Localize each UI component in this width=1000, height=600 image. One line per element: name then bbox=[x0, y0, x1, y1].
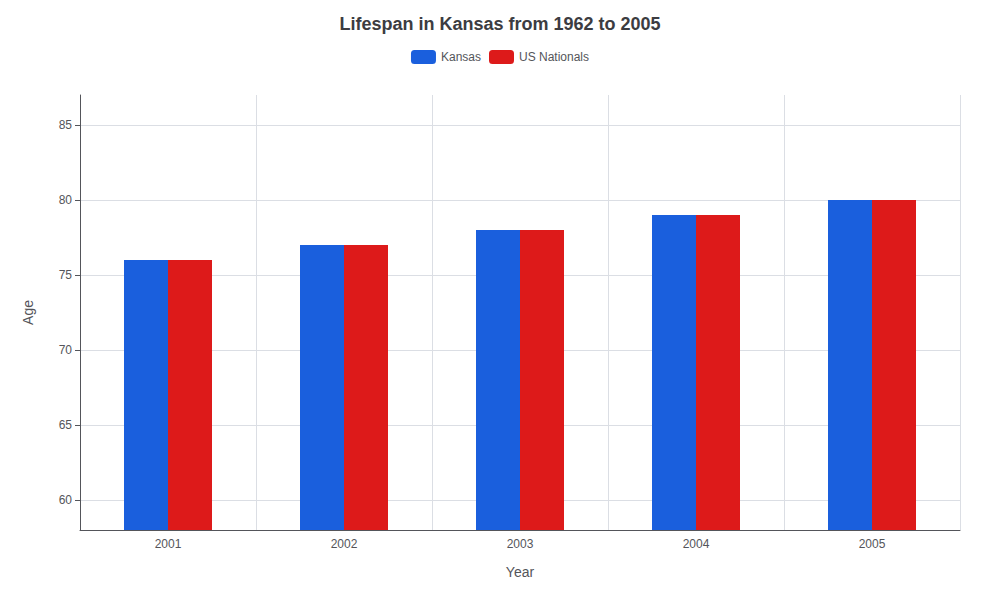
svg-text:70: 70 bbox=[59, 343, 73, 357]
svg-text:85: 85 bbox=[59, 118, 73, 132]
svg-text:Kansas: Kansas bbox=[441, 50, 481, 64]
svg-text:Age: Age bbox=[20, 300, 36, 325]
svg-text:2002: 2002 bbox=[331, 537, 358, 551]
svg-text:65: 65 bbox=[59, 418, 73, 432]
svg-text:Lifespan in Kansas from 1962 t: Lifespan in Kansas from 1962 to 2005 bbox=[339, 14, 660, 34]
svg-text:75: 75 bbox=[59, 268, 73, 282]
svg-text:2003: 2003 bbox=[507, 537, 534, 551]
svg-text:Year: Year bbox=[506, 564, 535, 580]
svg-text:2001: 2001 bbox=[155, 537, 182, 551]
svg-text:60: 60 bbox=[59, 493, 73, 507]
svg-text:80: 80 bbox=[59, 193, 73, 207]
svg-text:2004: 2004 bbox=[683, 537, 710, 551]
svg-text:2005: 2005 bbox=[859, 537, 886, 551]
svg-text:US Nationals: US Nationals bbox=[519, 50, 589, 64]
